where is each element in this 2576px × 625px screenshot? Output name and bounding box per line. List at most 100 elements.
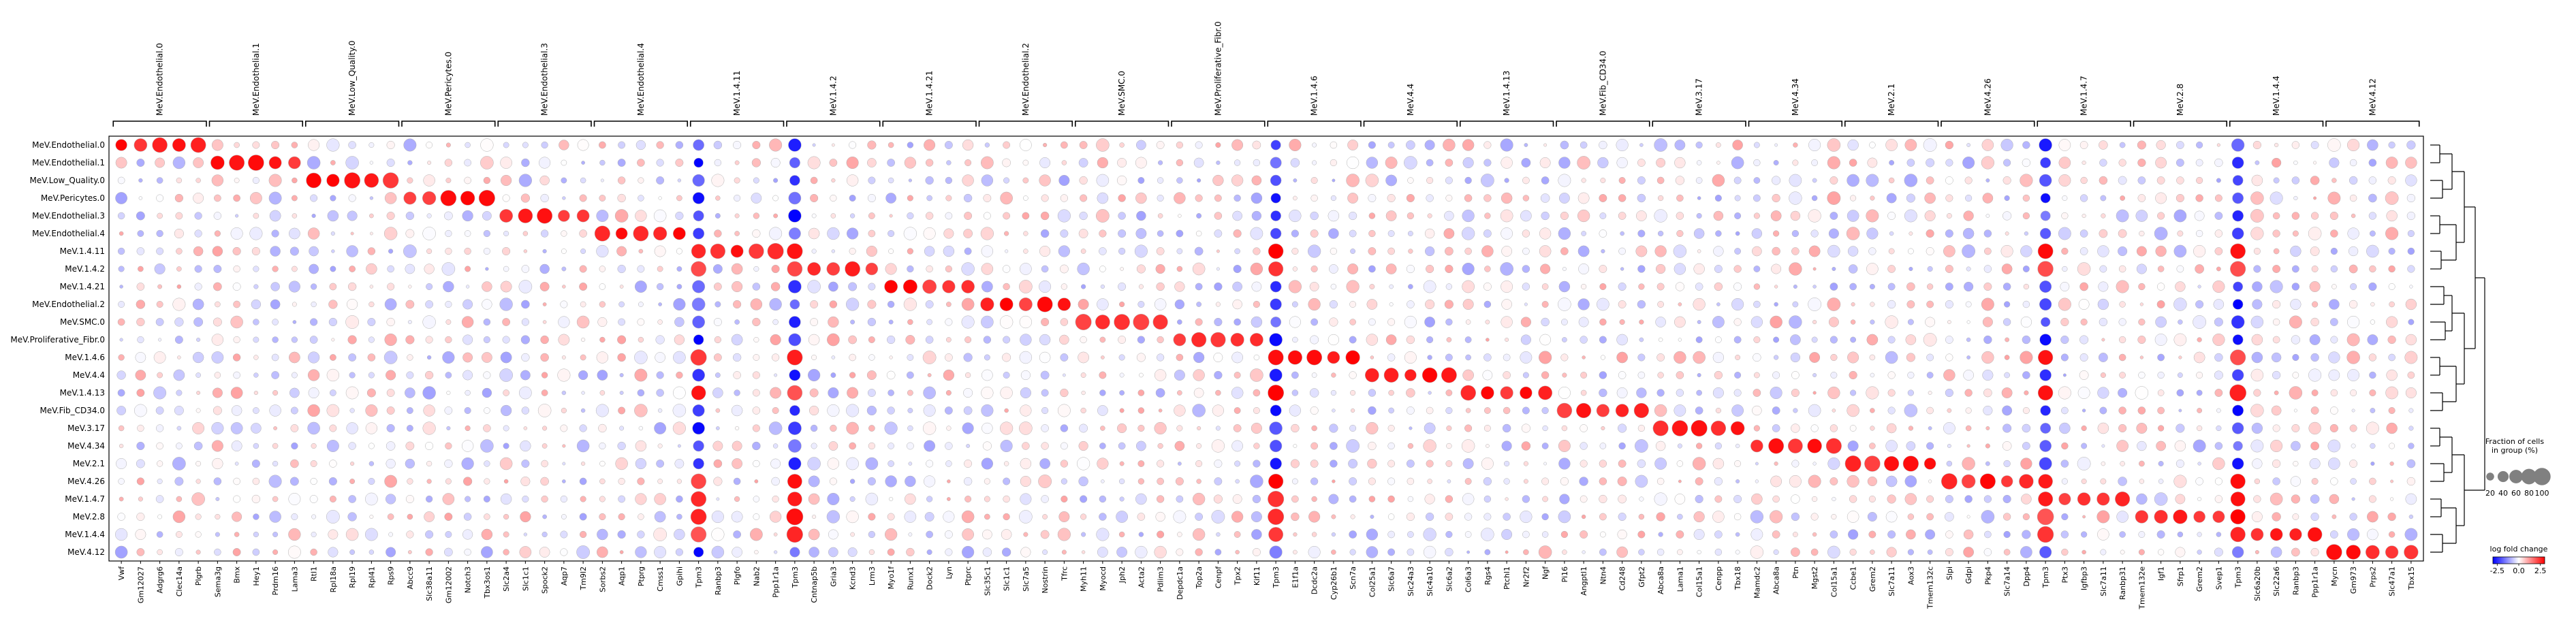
dot (465, 266, 471, 272)
dot (1810, 548, 1819, 556)
dot (1697, 196, 1701, 200)
dot (1080, 495, 1088, 503)
dot (1846, 227, 1860, 240)
dot (1481, 528, 1494, 541)
dot (2252, 299, 2263, 310)
dot (2327, 439, 2341, 453)
dot (2388, 283, 2396, 290)
dot (1791, 371, 1800, 379)
group-bracket (1844, 121, 1939, 127)
dot (715, 408, 721, 413)
dot (1176, 248, 1183, 255)
dot (2346, 333, 2360, 347)
dot (446, 390, 451, 396)
column-label: Slc7a14 (2003, 566, 2012, 596)
group-label: MeV.1.4.21 (925, 71, 934, 116)
row-label: MeV.3.17 (67, 423, 105, 433)
dot (1830, 372, 1838, 379)
dot (1039, 281, 1052, 293)
dot (634, 404, 648, 417)
dot (830, 372, 836, 378)
dot (617, 335, 627, 344)
dot (1599, 548, 1607, 556)
dot (1928, 479, 1932, 483)
dot (925, 159, 934, 167)
dot (1158, 160, 1163, 165)
dot (1616, 351, 1628, 364)
dot (1790, 210, 1801, 221)
dot (1441, 367, 1457, 383)
column-label: Rpl41 (367, 566, 376, 588)
dot (2155, 192, 2167, 204)
dot (326, 174, 340, 187)
dot (158, 338, 162, 342)
column-label: Mamdc2 (1753, 566, 1761, 598)
dot (1581, 231, 1586, 236)
dot (1061, 495, 1068, 503)
dot (1887, 371, 1896, 379)
dot (1446, 337, 1452, 342)
dot (1945, 300, 1953, 309)
dot (518, 280, 533, 293)
column-label: Cenpf (1214, 566, 1223, 588)
dot (984, 142, 990, 148)
dot (2272, 265, 2281, 273)
dot (1750, 439, 1763, 453)
dot (1904, 209, 1917, 223)
dot (2177, 372, 2183, 378)
dot (2213, 299, 2225, 310)
size-legend-dot (2509, 470, 2523, 483)
dot (1464, 176, 1472, 185)
dot (945, 318, 953, 326)
dot (2022, 141, 2030, 149)
dot (2326, 544, 2342, 560)
dot (426, 460, 433, 467)
dot (1522, 195, 1530, 202)
dot (2002, 176, 2011, 185)
dot (2254, 478, 2261, 485)
dot (618, 513, 625, 521)
dot (1268, 509, 1285, 525)
column-label: Slc6a2 (1445, 566, 1454, 592)
dot (827, 333, 840, 347)
dot (1656, 512, 1665, 522)
dot (1099, 229, 1107, 238)
dot (1812, 532, 1817, 537)
dot (619, 391, 624, 395)
dot (174, 548, 183, 556)
dot (2196, 389, 2203, 396)
dot (138, 178, 143, 183)
dot (2370, 461, 2375, 466)
dot (597, 370, 608, 381)
dot (966, 444, 971, 448)
dot (289, 387, 300, 398)
group-label: MeV.1.4.4 (2272, 76, 2281, 116)
dot (1178, 214, 1182, 218)
dot (2002, 441, 2012, 451)
dot (1637, 229, 1646, 238)
dot (1618, 371, 1627, 379)
dot (1961, 474, 1976, 489)
dot (1157, 530, 1165, 539)
dot (310, 548, 317, 556)
dot (638, 195, 644, 202)
dot (1368, 265, 1376, 273)
dot (1869, 283, 1875, 290)
dot (946, 160, 952, 165)
dot (1792, 532, 1798, 537)
dot (2154, 227, 2168, 240)
dot (2407, 247, 2415, 255)
dot (156, 531, 163, 538)
dot (155, 495, 164, 503)
dot (1789, 334, 1801, 345)
dot (1733, 494, 1742, 504)
dot (1445, 264, 1454, 274)
dot (2082, 213, 2086, 219)
dot (2405, 298, 2417, 310)
dot (309, 246, 319, 257)
dot (1135, 140, 1146, 150)
dot (1926, 283, 1934, 290)
dot (1096, 138, 1110, 152)
column-label: Dcdc2a (1310, 566, 1319, 594)
dot (1945, 548, 1953, 556)
